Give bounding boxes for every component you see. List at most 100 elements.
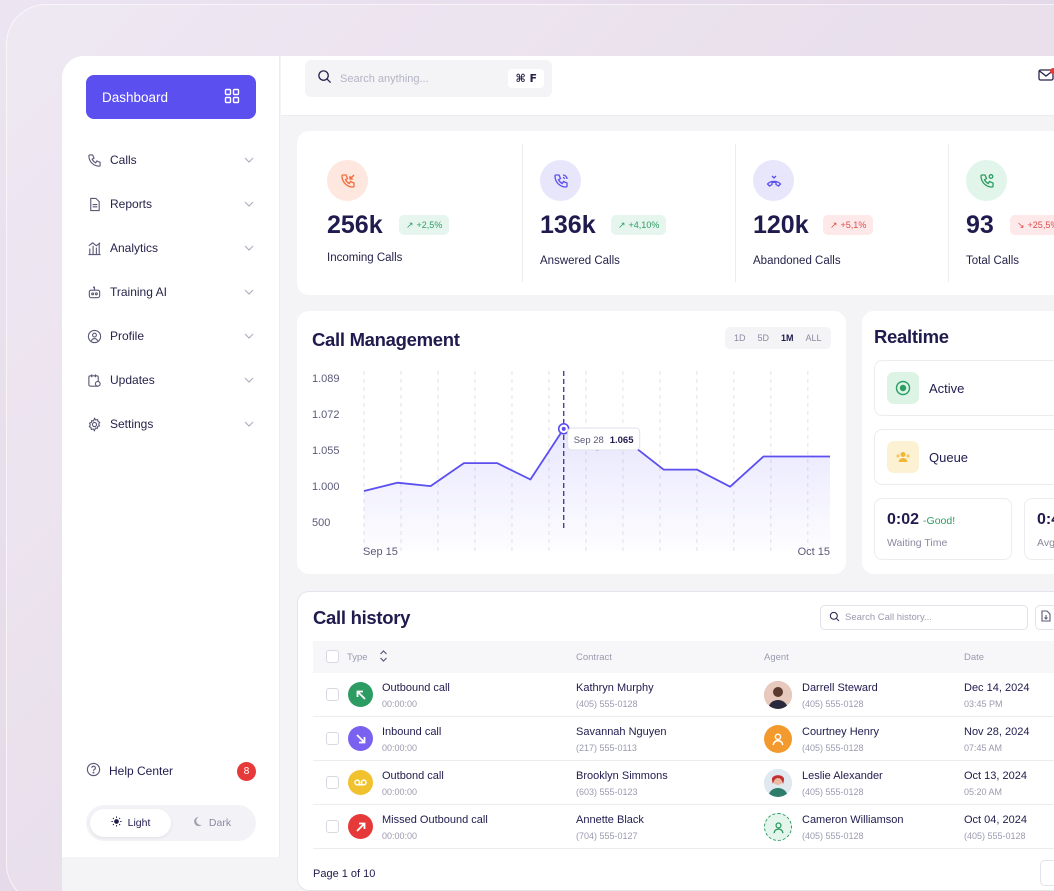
avg-value: 0:4 xyxy=(1037,511,1054,528)
stat-value: 93 xyxy=(966,211,994,239)
answered-call-icon xyxy=(540,160,581,201)
pagination-label: Page 1 of 10 xyxy=(313,868,376,880)
topbar: ⌘ F xyxy=(281,56,1054,116)
y-tick-label: 1.055 xyxy=(312,445,340,457)
theme-dark-button[interactable]: Dark xyxy=(171,809,252,837)
row-checkbox[interactable] xyxy=(326,688,339,701)
theme-light-button[interactable]: Light xyxy=(90,809,171,837)
contract-phone: (704) 555-0127 xyxy=(576,831,638,841)
trend-badge: ↘+25,5% xyxy=(1010,215,1054,235)
trend-up-icon: ↗ xyxy=(830,219,838,230)
trend-value: +25,5% xyxy=(1027,220,1054,230)
theme-toggle: Light Dark xyxy=(86,805,256,841)
table-row[interactable]: Outbond call 00:00:00 Brooklyn Simmons (… xyxy=(313,761,1054,805)
sidebar: Dashboard Calls Reports xyxy=(62,56,280,857)
avatar xyxy=(764,769,792,797)
range-tab-5d[interactable]: 5D xyxy=(757,333,770,343)
table-row[interactable]: Missed Outbound call 00:00:00 Annette Bl… xyxy=(313,805,1054,849)
waiting-time-label: Waiting Time xyxy=(887,537,948,549)
call-time: 05:20 AM xyxy=(964,787,1003,797)
sidebar-item-label: Analytics xyxy=(110,241,159,255)
y-tick-label: 1.000 xyxy=(312,481,340,493)
call-type: Missed Outbound call xyxy=(382,814,488,826)
arrow-down-right-icon xyxy=(348,726,373,751)
select-all-checkbox[interactable] xyxy=(326,650,339,663)
table-row[interactable]: Outbound call 00:00:00 Kathryn Murphy (4… xyxy=(313,673,1054,717)
updates-icon xyxy=(86,372,102,388)
trend-up-icon: ↗ xyxy=(618,219,626,230)
sidebar-item-updates[interactable]: Updates xyxy=(86,358,256,402)
sidebar-item-label: Training AI xyxy=(110,285,167,299)
sidebar-item-settings[interactable]: Settings xyxy=(86,402,256,446)
stat-incoming-calls: 256k ↗ +2,5% Incoming Calls xyxy=(297,131,510,295)
global-search[interactable]: ⌘ F xyxy=(305,60,552,97)
call-duration: 00:00:00 xyxy=(382,787,418,797)
tooltip-date: Sep 28 xyxy=(574,435,604,446)
contract-name: Kathryn Murphy xyxy=(576,682,654,694)
sort-icon[interactable] xyxy=(379,650,388,665)
chevron-down-icon[interactable] xyxy=(242,153,256,167)
sidebar-item-calls[interactable]: Calls xyxy=(86,138,256,182)
pagination-button[interactable] xyxy=(1040,860,1054,886)
call-type: Inbound call xyxy=(382,726,442,738)
tooltip-value: 1.065 xyxy=(610,435,634,446)
dashboard-button[interactable]: Dashboard xyxy=(86,75,256,119)
stat-value: 256k xyxy=(327,211,383,239)
card-title: Call history xyxy=(313,607,411,628)
range-tab-1d[interactable]: 1D xyxy=(734,333,746,343)
call-history-search[interactable] xyxy=(820,605,1028,630)
chevron-down-icon[interactable] xyxy=(242,329,256,343)
export-icon xyxy=(1041,609,1051,627)
help-icon xyxy=(86,762,101,780)
realtime-queue-row[interactable]: Queue xyxy=(874,429,1054,485)
stats-card: 256k ↗ +2,5% Incoming Calls 136k ↗ +4,10% … xyxy=(297,131,1054,295)
range-tab-all[interactable]: ALL xyxy=(805,333,822,343)
chevron-down-icon[interactable] xyxy=(242,373,256,387)
call-history-search-input[interactable] xyxy=(845,612,1027,623)
help-center-label: Help Center xyxy=(109,764,174,778)
column-header-agent: Agent xyxy=(764,652,789,663)
realtime-active-row[interactable]: Active xyxy=(874,360,1054,416)
app-window: Dashboard Calls Reports xyxy=(62,56,1054,891)
theme-light-label: Light xyxy=(127,817,151,829)
table-row[interactable]: Inbound call 00:00:00 Savannah Nguyen (2… xyxy=(313,717,1054,761)
trend-badge: ↗ +2,5% xyxy=(399,215,450,235)
users-icon xyxy=(887,441,919,473)
row-checkbox[interactable] xyxy=(326,732,339,745)
contract-phone: (405) 555-0128 xyxy=(576,699,638,709)
contract-phone: (603) 555-0123 xyxy=(576,787,638,797)
card-title: Call Management xyxy=(312,329,460,350)
range-tab-1m[interactable]: 1M xyxy=(781,333,794,343)
column-header-type[interactable]: Type xyxy=(347,652,368,663)
divider xyxy=(522,144,523,282)
gear-icon xyxy=(86,416,102,432)
chevron-down-icon[interactable] xyxy=(242,417,256,431)
chevron-down-icon[interactable] xyxy=(242,241,256,255)
sidebar-item-training-ai[interactable]: Training AI xyxy=(86,270,256,314)
avg-card: 0:4 Avg xyxy=(1024,498,1054,560)
help-center-link[interactable]: Help Center 8 xyxy=(86,760,256,782)
stat-label: Total Calls xyxy=(966,255,1020,267)
chevron-down-icon[interactable] xyxy=(242,197,256,211)
search-input[interactable] xyxy=(340,72,509,85)
row-checkbox[interactable] xyxy=(326,776,339,789)
sidebar-item-reports[interactable]: Reports xyxy=(86,182,256,226)
chevron-down-icon[interactable] xyxy=(242,285,256,299)
sidebar-item-label: Reports xyxy=(110,197,153,211)
sidebar-item-profile[interactable]: Profile xyxy=(86,314,256,358)
export-button[interactable] xyxy=(1035,605,1054,630)
row-checkbox[interactable] xyxy=(326,820,339,833)
trend-value: +4,10% xyxy=(628,220,660,230)
realtime-label: Active xyxy=(929,380,965,396)
agent-phone: (405) 555-0128 xyxy=(802,699,864,709)
agent-name: Courtney Henry xyxy=(802,726,880,738)
divider xyxy=(735,144,736,282)
stat-answered-calls: 136k ↗ +4,10% Answered Calls xyxy=(510,131,723,295)
robot-icon xyxy=(86,284,102,300)
sun-icon xyxy=(111,816,122,830)
y-tick-label: 1.089 xyxy=(312,373,340,385)
call-date: Dec 14, 2024 xyxy=(964,682,1030,694)
call-time: 07:45 AM xyxy=(964,743,1003,753)
sidebar-item-analytics[interactable]: Analytics xyxy=(86,226,256,270)
